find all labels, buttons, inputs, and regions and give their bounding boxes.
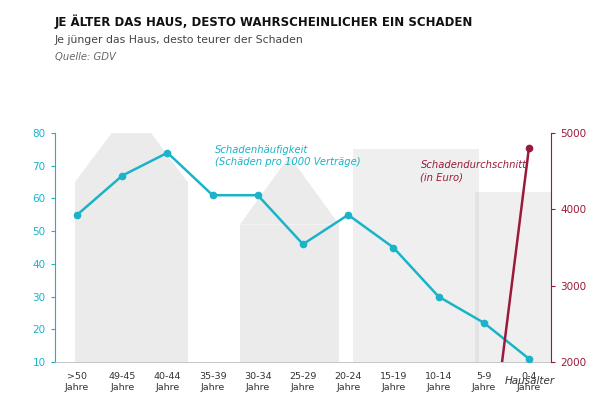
Bar [75,182,188,362]
Text: JE ÄLTER DAS HAUS, DESTO WAHRSCHEINLICHER EIN SCHADEN: JE ÄLTER DAS HAUS, DESTO WAHRSCHEINLICHE… [55,15,473,29]
Bar [240,225,339,362]
Text: Schadenhäufigkeit
(Schäden pro 1000 Verträge): Schadenhäufigkeit (Schäden pro 1000 Vert… [215,144,361,167]
Text: Hausalter: Hausalter [504,376,554,386]
Polygon shape [240,156,339,225]
Text: Schadendurchschnitt
(in Euro): Schadendurchschnitt (in Euro) [421,160,527,183]
Polygon shape [75,106,188,182]
Text: Je jünger das Haus, desto teurer der Schaden: Je jünger das Haus, desto teurer der Sch… [55,35,303,45]
Bar [474,192,565,362]
Text: Quelle: GDV: Quelle: GDV [55,52,115,62]
Bar [353,149,479,362]
